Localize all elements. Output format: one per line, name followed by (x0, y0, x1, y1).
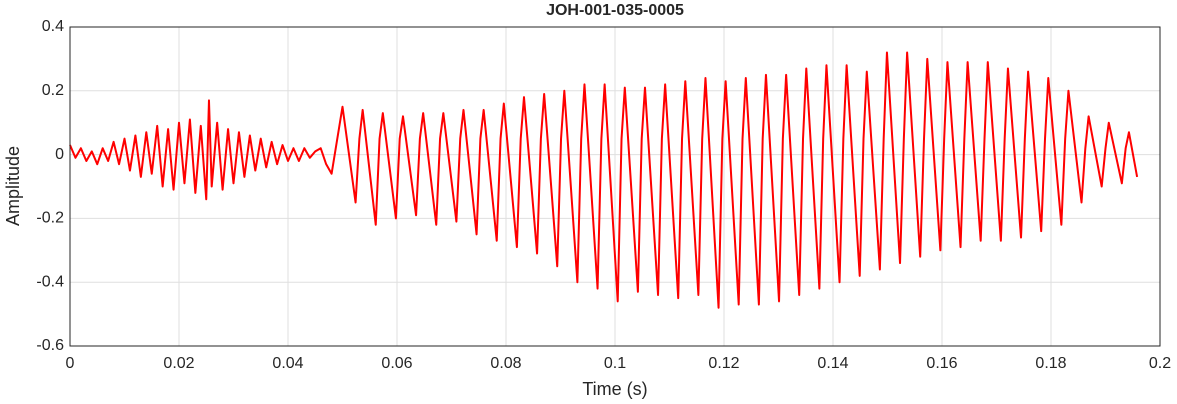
x-tick-label: 0.14 (817, 355, 848, 372)
x-tick-label: 0.06 (381, 355, 412, 372)
x-tick-label: 0.1 (604, 355, 626, 372)
y-tick-label: 0.4 (42, 18, 64, 35)
waveform-line (69, 51, 1139, 309)
x-tick-label: 0.2 (1149, 355, 1171, 372)
y-tick-label: -0.6 (36, 337, 64, 354)
x-axis-label: Time (s) (582, 379, 647, 399)
x-tick-label: 0.04 (272, 355, 303, 372)
y-tick-label: 0 (55, 146, 64, 163)
x-tick-label: 0.08 (490, 355, 521, 372)
plot-frame (69, 26, 1161, 347)
y-tick-label: -0.4 (36, 273, 64, 290)
x-tick-label: 0.16 (926, 355, 957, 372)
y-tick-label: -0.2 (36, 210, 64, 227)
x-tick-label: 0.12 (708, 355, 739, 372)
y-tick-label: 0.2 (42, 82, 64, 99)
x-tick-label: 0 (66, 355, 75, 372)
y-axis-label: Amplitude (3, 146, 23, 226)
x-tick-label: 0.18 (1035, 355, 1066, 372)
chart-title: JOH-001-035-0005 (546, 2, 684, 19)
x-tick-label: 0.02 (163, 355, 194, 372)
